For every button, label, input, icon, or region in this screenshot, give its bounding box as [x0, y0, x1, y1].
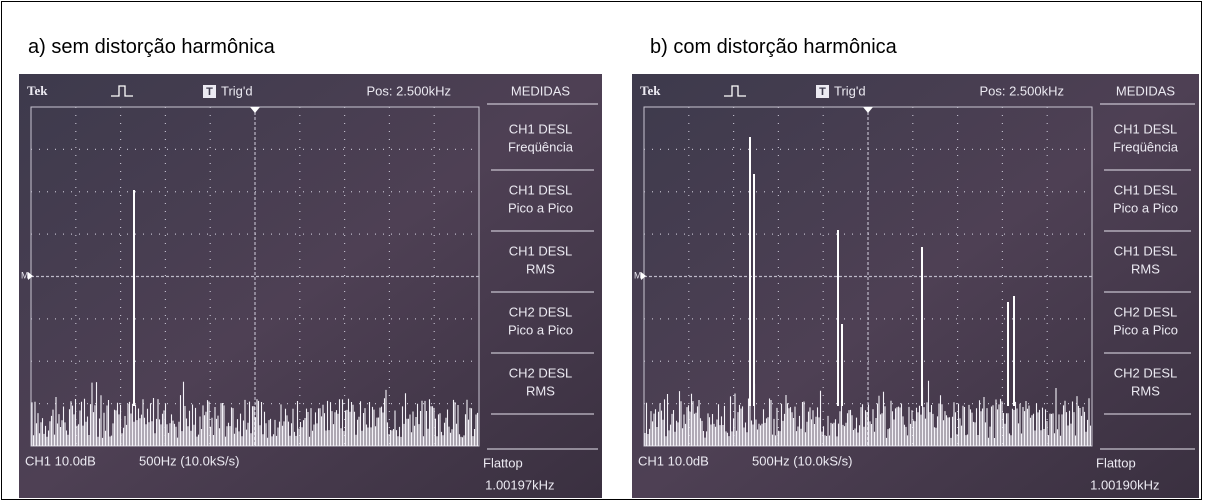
noise-floor	[644, 380, 1092, 446]
brand: Tek	[27, 83, 48, 98]
menu-item: CH2 DESL	[1114, 304, 1178, 319]
menu-title: MEDIDAS	[511, 83, 571, 98]
menu-item: RMS	[526, 261, 555, 276]
position: Pos: 2.500kHz	[366, 83, 451, 98]
menu-item: CH1 DESL	[509, 121, 573, 136]
window: Flattop	[1096, 455, 1136, 470]
frequency: 1.00190kHz	[1090, 477, 1159, 492]
channel-scale: CH1 10.0dB	[25, 453, 96, 468]
noise-floor	[31, 381, 479, 446]
oscilloscope-screen: Tek T Trig'd Pos: 2.500kHz M MEDIDAS CH1 DESL F…	[19, 74, 602, 498]
trigger-icon-box	[203, 85, 216, 98]
menu-item: Pico a Pico	[508, 200, 573, 215]
timebase: 500Hz (10.0kS/s)	[139, 453, 239, 468]
caption: a) sem distorção harmônica	[28, 36, 275, 58]
menu-item: CH1 DESL	[509, 182, 573, 197]
trigger-status: Trig'd	[221, 83, 253, 98]
menu-item: Freqüência	[1113, 139, 1179, 154]
menu-item: CH1 DESL	[1114, 182, 1178, 197]
trigger-arrow	[250, 107, 260, 113]
window: Flattop	[483, 455, 523, 470]
oscilloscope-screen: Tek T Trig'd Pos: 2.500kHz M MEDIDAS CH1 DESL F…	[632, 74, 1199, 498]
trigger-arrow	[863, 107, 873, 113]
menu-item: Pico a Pico	[1113, 200, 1178, 215]
trigger-icon: T	[206, 86, 213, 98]
menu-title: MEDIDAS	[1116, 83, 1176, 98]
channel-scale: CH1 10.0dB	[638, 453, 709, 468]
menu-item: RMS	[526, 383, 555, 398]
menu-item: CH1 DESL	[509, 243, 573, 258]
trigger-icon: T	[819, 86, 826, 98]
ground-marker: M	[21, 270, 29, 280]
menu-item: RMS	[1131, 261, 1160, 276]
menu-item: CH2 DESL	[509, 304, 573, 319]
menu-item: Freqüência	[508, 139, 574, 154]
menu-item: Pico a Pico	[508, 322, 573, 337]
timebase: 500Hz (10.0kS/s)	[752, 453, 852, 468]
acquire-icon	[111, 85, 133, 97]
ground-arrow	[641, 272, 646, 280]
menu-item: CH1 DESL	[1114, 121, 1178, 136]
caption: b) com distorção harmônica	[650, 36, 897, 58]
position: Pos: 2.500kHz	[979, 83, 1064, 98]
frequency: 1.00197kHz	[485, 477, 554, 492]
menu-item: RMS	[1131, 383, 1160, 398]
acquire-icon	[724, 85, 746, 97]
trigger-status: Trig'd	[834, 83, 866, 98]
menu-item: Pico a Pico	[1113, 322, 1178, 337]
ground-arrow	[28, 272, 33, 280]
ground-marker: M	[634, 270, 642, 280]
menu-item: CH2 DESL	[509, 365, 573, 380]
menu-item: CH2 DESL	[1114, 365, 1178, 380]
brand: Tek	[640, 83, 661, 98]
menu-item: CH1 DESL	[1114, 243, 1178, 258]
trigger-icon-box	[816, 85, 829, 98]
